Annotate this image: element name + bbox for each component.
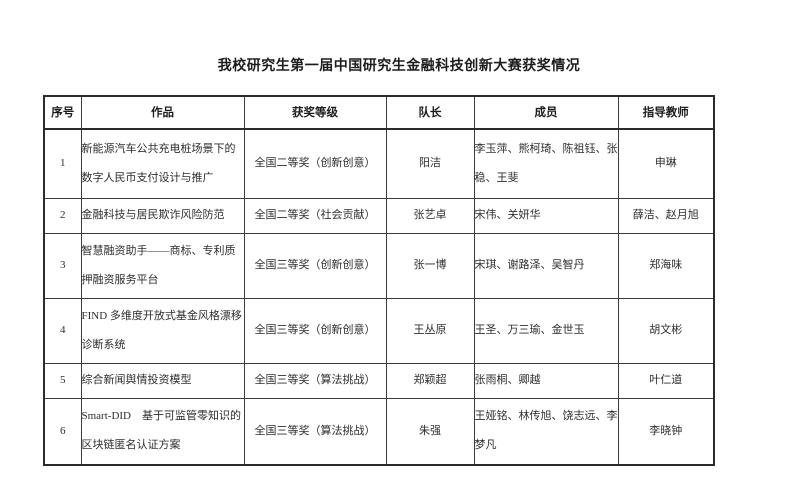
cell-leader: 郑颖超 [385,362,475,399]
cell-work: 金融科技与居民欺诈风险防范 [80,197,245,234]
table-row: 6 Smart-DID 基于可监管零知识的区块链匿名认证方案 全国三等奖（算法挑… [43,397,715,466]
cell-award: 全国二等奖（社会贡献） [243,197,387,234]
cell-no: 1 [43,128,82,199]
awards-table: 序号 作品 获奖等级 队长 成员 指导教师 1 新能源汽车公共充电桩场景下的数字… [43,95,715,466]
cell-leader: 王丛原 [385,297,475,364]
table-row: 5 综合新闻舆情投资模型 全国三等奖（算法挑战） 郑颖超 张雨桐、卿越 叶仁道 [43,362,715,399]
cell-work: 新能源汽车公共充电桩场景下的数字人民币支付设计与推广 [80,128,245,199]
cell-work: FIND 多维度开放式基金风格漂移诊断系统 [80,297,245,364]
table-row: 4 FIND 多维度开放式基金风格漂移诊断系统 全国三等奖（创新创意） 王丛原 … [43,297,715,364]
table-row: 3 智慧融资助手——商标、专利质押融资服务平台 全国三等奖（创新创意） 张一博 … [43,232,715,299]
cell-advisor: 薛洁、赵月旭 [617,197,715,234]
cell-no: 6 [43,397,82,466]
cell-leader: 张艺卓 [385,197,475,234]
cell-award: 全国二等奖（创新创意） [243,128,387,199]
cell-leader: 朱强 [385,397,475,466]
cell-no: 2 [43,197,82,234]
header-leader: 队长 [385,95,475,130]
cell-members: 王圣、万三瑜、金世玉 [473,297,619,364]
cell-advisor: 叶仁道 [617,362,715,399]
cell-work: 综合新闻舆情投资模型 [80,362,245,399]
cell-no: 3 [43,232,82,299]
header-work: 作品 [80,95,245,130]
header-advisor: 指导教师 [617,95,715,130]
cell-members: 宋琪、谢路泽、吴智丹 [473,232,619,299]
cell-award: 全国三等奖（算法挑战） [243,362,387,399]
cell-advisor: 申琳 [617,128,715,199]
cell-advisor: 李晓钟 [617,397,715,466]
table-row: 2 金融科技与居民欺诈风险防范 全国二等奖（社会贡献） 张艺卓 宋伟、关妍华 薛… [43,197,715,234]
header-no: 序号 [43,95,82,130]
cell-advisor: 胡文彬 [617,297,715,364]
cell-members: 宋伟、关妍华 [473,197,619,234]
table-header-row: 序号 作品 获奖等级 队长 成员 指导教师 [43,95,715,130]
header-members: 成员 [473,95,619,130]
cell-members: 李玉萍、熊柯琦、陈祖钰、张稳、王斐 [473,128,619,199]
cell-award: 全国三等奖（创新创意） [243,297,387,364]
cell-leader: 张一博 [385,232,475,299]
cell-members: 张雨桐、卿越 [473,362,619,399]
header-award: 获奖等级 [243,95,387,130]
table-row: 1 新能源汽车公共充电桩场景下的数字人民币支付设计与推广 全国二等奖（创新创意）… [43,128,715,199]
cell-leader: 阳洁 [385,128,475,199]
cell-no: 5 [43,362,82,399]
cell-work: Smart-DID 基于可监管零知识的区块链匿名认证方案 [80,397,245,466]
cell-work: 智慧融资助手——商标、专利质押融资服务平台 [80,232,245,299]
page-title: 我校研究生第一届中国研究生金融科技创新大赛获奖情况 [217,59,581,74]
cell-award: 全国三等奖（算法挑战） [243,397,387,466]
cell-members: 王娅铭、林传旭、饶志远、李梦凡 [473,397,619,466]
cell-no: 4 [43,297,82,364]
cell-award: 全国三等奖（创新创意） [243,232,387,299]
cell-advisor: 郑海味 [617,232,715,299]
